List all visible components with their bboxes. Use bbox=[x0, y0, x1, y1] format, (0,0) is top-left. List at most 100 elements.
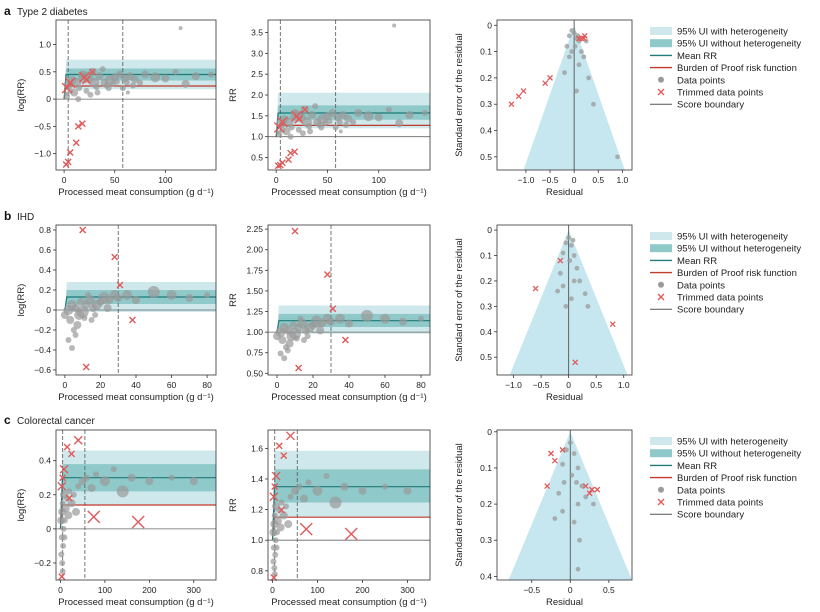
data-point bbox=[569, 472, 575, 478]
x-tick-label: 0 bbox=[568, 585, 573, 595]
legend-score-boundary: Score boundary bbox=[677, 100, 744, 111]
data-point bbox=[272, 551, 279, 558]
data-point bbox=[338, 129, 343, 134]
trimmed-point bbox=[275, 442, 283, 450]
x-tick-label: −0.5 bbox=[533, 380, 550, 390]
y-tick-label: 0.1 bbox=[480, 251, 492, 261]
data-point bbox=[577, 537, 582, 543]
data-point bbox=[342, 121, 349, 128]
y-tick-label: 0.50 bbox=[246, 368, 263, 378]
trimmed-point bbox=[548, 450, 554, 457]
data-point bbox=[403, 486, 412, 495]
data-point bbox=[166, 290, 177, 300]
data-point bbox=[276, 130, 281, 135]
trimmed-point bbox=[285, 156, 293, 164]
y-tick-label: 0.6 bbox=[39, 245, 51, 255]
legend-mean-rr: Mean RR bbox=[677, 51, 717, 62]
y-tick-label: 0.3 bbox=[480, 99, 492, 109]
panel-title-ihd: IHD bbox=[17, 212, 34, 223]
data-point bbox=[84, 474, 91, 481]
y-tick-label: 2.00 bbox=[246, 245, 263, 255]
y-axis-label: log(RR) bbox=[16, 284, 27, 317]
x-tick-label: 0 bbox=[62, 175, 67, 185]
x-tick-label: 200 bbox=[142, 585, 156, 595]
data-point bbox=[93, 471, 99, 478]
trimmed-point bbox=[532, 285, 539, 292]
legend-score-boundary: Score boundary bbox=[677, 305, 744, 316]
trimmed-point bbox=[547, 74, 553, 81]
data-point bbox=[61, 534, 68, 541]
data-point bbox=[75, 483, 82, 490]
data-point bbox=[560, 508, 565, 514]
data-point bbox=[116, 485, 129, 498]
legend-swatch bbox=[650, 232, 672, 240]
x-tick-label: 0 bbox=[274, 175, 279, 185]
data-point bbox=[75, 96, 82, 103]
data-point bbox=[306, 123, 313, 130]
data-point bbox=[382, 483, 388, 490]
legend-swatch bbox=[650, 437, 672, 445]
data-point bbox=[421, 109, 428, 116]
y-tick-label: 0 bbox=[46, 524, 51, 534]
trimmed-point bbox=[270, 574, 278, 582]
x-tick-label: 0 bbox=[572, 175, 577, 185]
data-point bbox=[284, 520, 293, 529]
y-tick-label: 0.4 bbox=[480, 571, 492, 581]
data-point bbox=[278, 499, 285, 506]
data-point bbox=[562, 70, 567, 76]
legend-score-boundary: Score boundary bbox=[677, 510, 744, 521]
bprf-line bbox=[59, 504, 216, 529]
data-point bbox=[185, 294, 194, 302]
trimmed-point bbox=[295, 364, 303, 372]
y-tick-label: 3.0 bbox=[251, 48, 263, 58]
data-point bbox=[122, 290, 133, 300]
mean-rr-line bbox=[275, 112, 430, 137]
data-point bbox=[335, 313, 345, 324]
data-point bbox=[88, 317, 95, 323]
legend-swatch bbox=[658, 76, 664, 83]
legend-data-points: Data points bbox=[677, 485, 725, 496]
trimmed-point bbox=[131, 515, 145, 529]
data-point bbox=[380, 313, 390, 324]
data-point bbox=[168, 474, 175, 481]
trimmed-point bbox=[344, 527, 358, 541]
y-tick-label: 0 bbox=[487, 225, 492, 235]
data-point bbox=[586, 75, 592, 81]
data-point bbox=[307, 128, 314, 135]
trimmed-point bbox=[341, 336, 349, 344]
data-point bbox=[105, 85, 112, 92]
data-point bbox=[564, 43, 570, 49]
data-point bbox=[563, 240, 569, 246]
x-tick-label: 0.5 bbox=[603, 585, 615, 595]
legend-ui-without-heterogeneity: 95% UI without heterogeneity bbox=[677, 39, 801, 50]
data-point bbox=[577, 278, 583, 284]
data-point bbox=[76, 306, 89, 318]
x-tick-label: 40 bbox=[131, 380, 141, 390]
data-point bbox=[585, 303, 591, 309]
data-point bbox=[284, 347, 291, 354]
y-tick-label: 0.4 bbox=[39, 456, 51, 466]
y-tick-label: 0.2 bbox=[39, 490, 51, 500]
x-axis-label: Processed meat consumption (g d⁻¹) bbox=[271, 187, 427, 198]
y-axis-label: RR bbox=[228, 293, 239, 307]
panel-b-log: −0.6 −0.4 −0.2 0 0.2 0.4 0.6 0.8 0 20 40 60 80 Proces… bbox=[16, 224, 217, 403]
data-point bbox=[374, 113, 383, 122]
data-point bbox=[336, 119, 343, 126]
data-point bbox=[189, 477, 198, 486]
x-tick-label: 1.0 bbox=[618, 380, 630, 390]
row-b: b IHD −0.6 −0.4 −0.2 0 0.2 0.4 0.6 0.8 0 20 40 60 80… bbox=[4, 209, 633, 403]
trimmed-point bbox=[87, 510, 101, 524]
data-point bbox=[574, 265, 580, 271]
y-tick-label: 1.0 bbox=[251, 132, 263, 142]
data-point bbox=[566, 54, 572, 60]
trimmed-point bbox=[301, 106, 309, 114]
legend-ui-with-heterogeneity: 95% UI with heterogeneity bbox=[677, 27, 788, 38]
data-point bbox=[207, 71, 214, 78]
trimmed-point bbox=[515, 93, 522, 100]
x-tick-label: −1.0 bbox=[505, 380, 522, 390]
panel-letter-a: a bbox=[4, 4, 11, 18]
data-point bbox=[575, 501, 581, 507]
data-point bbox=[61, 504, 70, 513]
y-tick-label: 1.75 bbox=[246, 265, 263, 275]
